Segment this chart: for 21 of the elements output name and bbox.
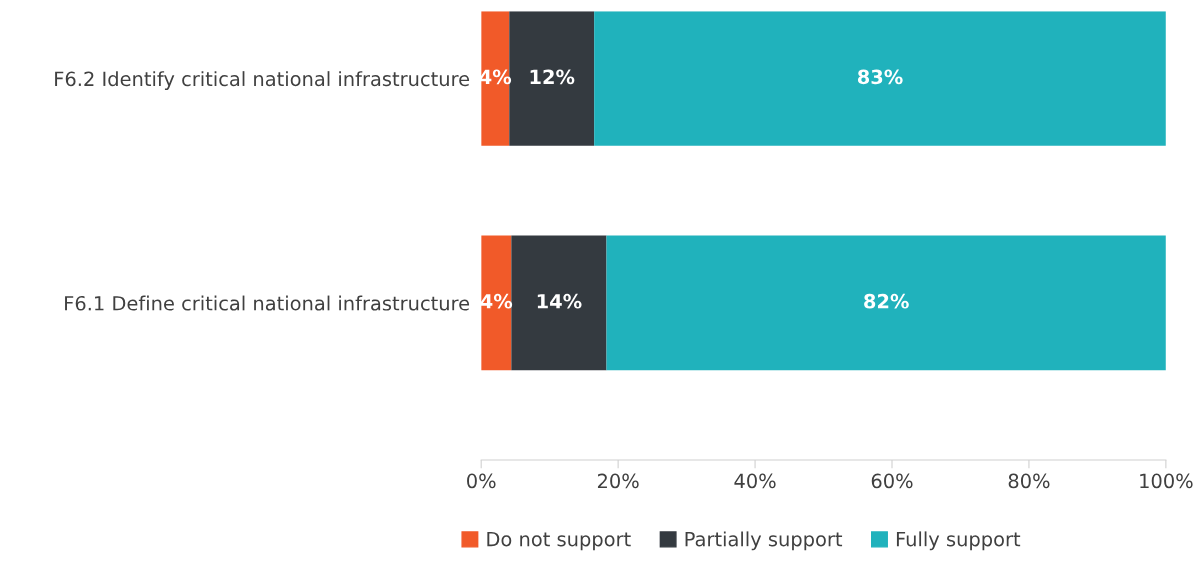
legend-label: Do not support [487, 531, 631, 551]
x-tick-label: 80% [1008, 473, 1050, 489]
bar [606, 235, 1166, 371]
data-label: 83% [857, 69, 903, 85]
x-tick-label: 100% [1140, 473, 1193, 489]
y-tick-label: F6.2 Identify critical national infrastructure [55, 71, 470, 90]
bar [509, 11, 595, 146]
data-label: 12% [530, 69, 575, 85]
data-label: 14% [537, 293, 582, 309]
x-tick-label: 40% [734, 473, 776, 489]
bar [481, 11, 510, 146]
x-tick-label: 60% [871, 473, 913, 489]
data-label: 82% [864, 293, 909, 309]
bar [511, 235, 607, 371]
x-tick-label: 0% [467, 473, 496, 489]
bar [481, 235, 512, 371]
legend-label: Partially support [685, 531, 843, 551]
legend-label: Fully support [896, 531, 1021, 551]
bar [594, 11, 1166, 146]
y-tick-label: F6.1 Define critical national infrastructure [65, 295, 470, 311]
x-tick-label: 20% [597, 473, 639, 489]
